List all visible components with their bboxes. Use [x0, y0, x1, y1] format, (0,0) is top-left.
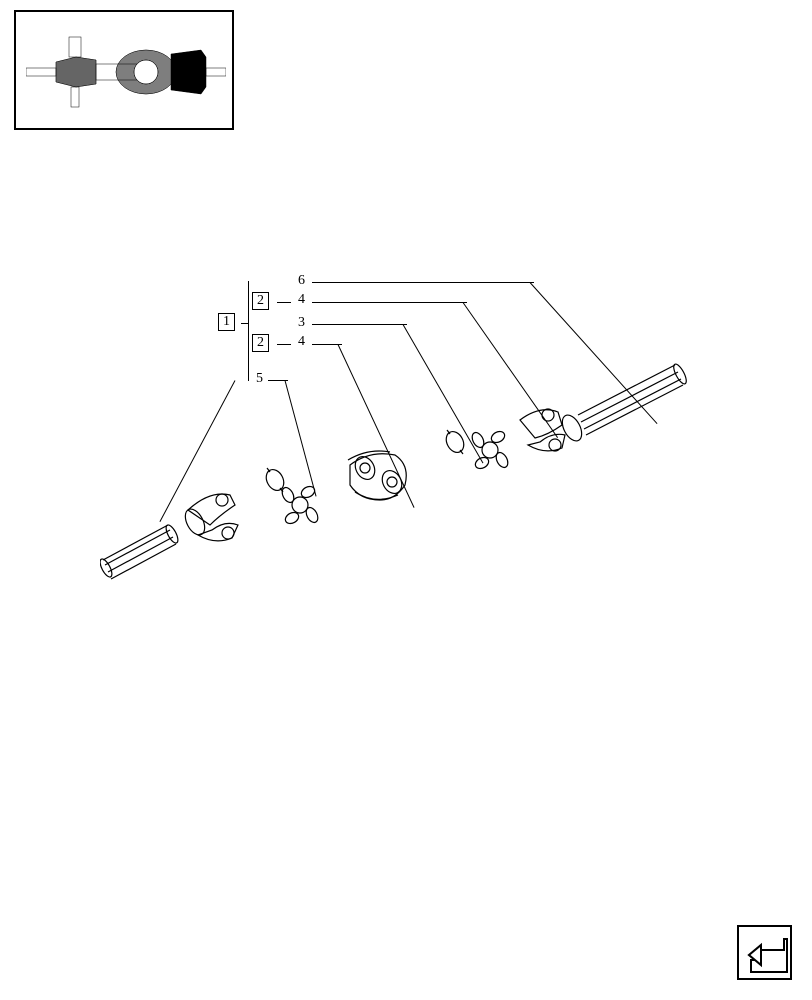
bracket-1-v	[248, 281, 249, 381]
leader-6-d	[530, 282, 658, 424]
label-box-1: 1	[218, 313, 235, 331]
leader-6-h	[312, 282, 534, 283]
label-3: 3	[298, 315, 305, 331]
arrow-cube-icon	[739, 927, 794, 982]
nav-icon-frame[interactable]	[737, 925, 792, 980]
labels-layer: 6 2 4 1 3 2 4 5	[0, 0, 812, 1000]
leader-4a-h	[312, 302, 467, 303]
leader-3-d	[403, 324, 484, 463]
leader-2b-h	[277, 344, 291, 345]
label-4a: 4	[298, 292, 305, 308]
label-box-2b: 2	[252, 334, 269, 352]
leader-2a-h	[277, 302, 291, 303]
leader-4b-d	[338, 344, 415, 508]
leader-4a-d	[463, 302, 558, 438]
leader-5-d1	[159, 380, 235, 522]
bracket-1-h	[241, 323, 248, 324]
leader-5-d2	[285, 380, 317, 496]
label-6: 6	[298, 273, 305, 289]
label-5: 5	[256, 371, 263, 387]
leader-3-h	[312, 324, 407, 325]
label-box-2a: 2	[252, 292, 269, 310]
label-4b: 4	[298, 334, 305, 350]
